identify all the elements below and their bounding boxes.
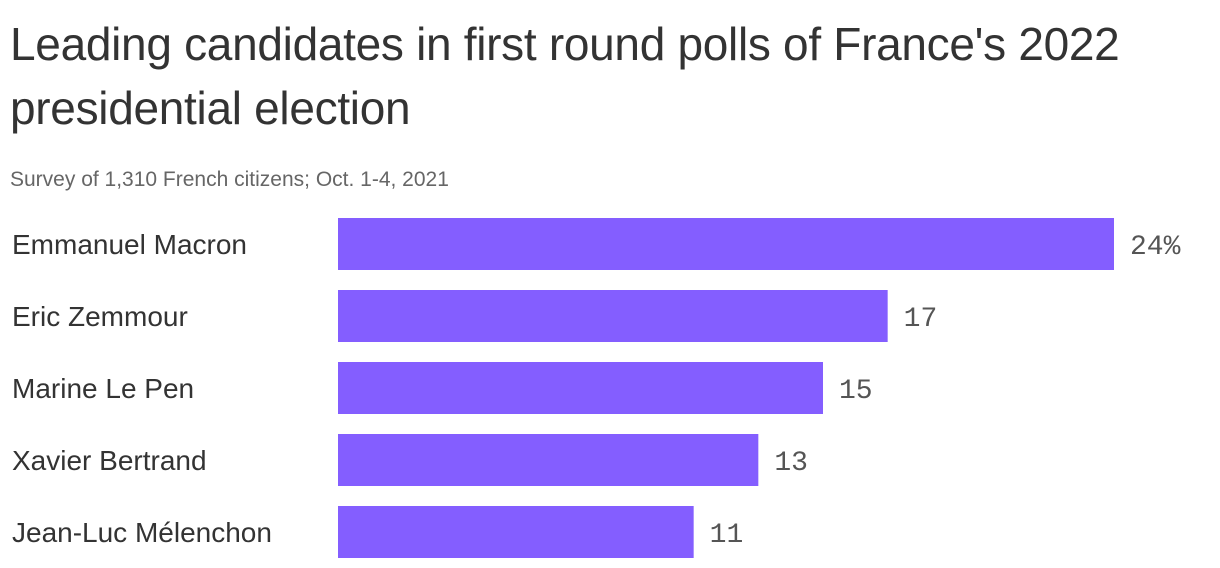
chart-title: Leading candidates in first round polls … (10, 18, 1120, 134)
value-label: 11 (710, 520, 744, 551)
value-label: 13 (774, 448, 808, 479)
category-label: Marine Le Pen (12, 373, 194, 404)
category-label: Jean-Luc Mélenchon (12, 517, 272, 548)
value-label: 17 (904, 304, 938, 335)
bar (338, 218, 1114, 270)
bar (338, 434, 759, 486)
category-label: Xavier Bertrand (12, 445, 207, 476)
bar (338, 290, 888, 342)
category-label: Emmanuel Macron (12, 229, 247, 260)
bar (338, 506, 694, 558)
value-label: 15 (839, 376, 873, 407)
value-label: 24% (1130, 232, 1181, 263)
chart-subtitle: Survey of 1,310 French citizens; Oct. 1-… (10, 168, 449, 191)
bar (338, 362, 823, 414)
category-label: Eric Zemmour (12, 301, 188, 332)
